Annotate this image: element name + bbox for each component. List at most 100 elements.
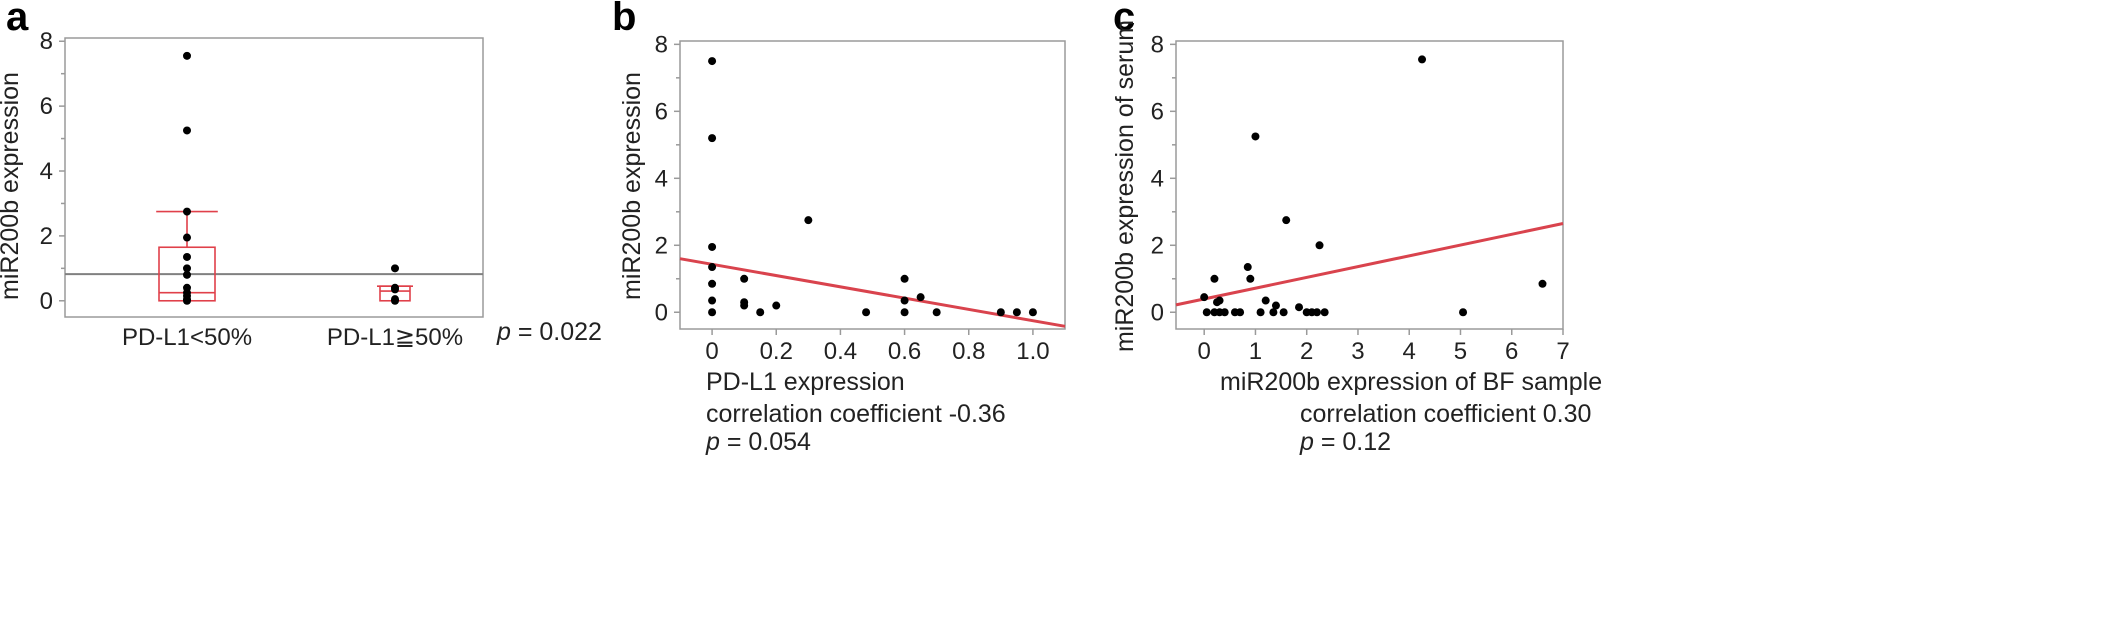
data-point xyxy=(916,293,925,302)
y-tick-label: 2 xyxy=(40,223,53,250)
x-tick-label: PD-L1<50% xyxy=(122,324,252,351)
data-point xyxy=(1210,274,1219,283)
correlation-text-c: correlation coefficient 0.30 xyxy=(1300,400,1591,428)
x-tick-label: 0.4 xyxy=(824,338,857,365)
y-tick-label: 8 xyxy=(1151,31,1164,58)
data-point xyxy=(708,134,717,143)
data-point xyxy=(1279,308,1288,317)
data-point xyxy=(1028,308,1037,317)
y-axis-b: 0 2 4 6 8 xyxy=(655,31,680,326)
data-point xyxy=(391,296,399,305)
p-symbol-c: p xyxy=(1299,428,1314,456)
data-point xyxy=(756,308,765,317)
data-point xyxy=(1243,263,1252,272)
x-tick-label: 0.6 xyxy=(888,338,921,365)
p-value-a: p = 0.022 xyxy=(496,318,602,346)
y-axis-label-b: miR200b expression xyxy=(618,72,646,300)
y-tick-label: 0 xyxy=(1151,299,1164,326)
x-tick-label: 4 xyxy=(1403,338,1416,365)
y-tick-label: 6 xyxy=(40,93,53,120)
data-point xyxy=(1459,308,1468,317)
data-point xyxy=(1202,308,1211,317)
x-tick-label: 0 xyxy=(705,338,718,365)
data-point xyxy=(996,308,1005,317)
x-axis-label-c: miR200b expression of BF sample xyxy=(1220,368,1602,396)
y-tick-label: 4 xyxy=(1151,165,1164,192)
data-point xyxy=(1236,308,1245,317)
y-tick-label: 2 xyxy=(1151,232,1164,259)
x-tick-label: 5 xyxy=(1454,338,1467,365)
x-axis-b: 0 0.2 0.4 0.6 0.8 1.0 xyxy=(705,329,1050,365)
p-value-c: p = 0.12 xyxy=(1299,428,1391,456)
data-point xyxy=(1271,301,1280,310)
regression-line xyxy=(679,257,1066,328)
y-axis-label-c: miR200b expression of serum xyxy=(1111,20,1139,352)
data-point xyxy=(708,279,717,288)
scatter-marks-c xyxy=(1175,55,1564,317)
panel-letter-c: c xyxy=(1113,0,1135,39)
x-tick-label: 2 xyxy=(1300,338,1313,365)
scatter-marks-b xyxy=(679,57,1066,328)
data-point xyxy=(183,270,191,279)
data-point xyxy=(900,274,909,283)
x-tick-label: 7 xyxy=(1556,338,1569,365)
regression-line xyxy=(1175,222,1564,307)
x-tick-label: 1 xyxy=(1249,338,1262,365)
p-value-text-a: = 0.022 xyxy=(511,318,602,346)
data-point xyxy=(1215,296,1224,305)
data-point xyxy=(1012,308,1021,317)
panel-letter-a: a xyxy=(6,0,29,39)
data-point xyxy=(1418,55,1427,64)
data-point xyxy=(1246,274,1255,283)
data-point xyxy=(391,264,399,273)
y-tick-label: 4 xyxy=(655,165,668,192)
x-tick-label: 0.8 xyxy=(952,338,985,365)
data-point xyxy=(708,263,717,272)
data-point xyxy=(708,242,717,251)
x-axis-a: PD-L1<50% PD-L1≧50% xyxy=(122,324,463,351)
data-point xyxy=(708,296,717,305)
x-tick-label: 1.0 xyxy=(1016,338,1049,365)
data-point xyxy=(1312,308,1321,317)
p-value-text-b: = 0.054 xyxy=(720,428,811,456)
data-point xyxy=(900,296,909,305)
y-axis-label-a: miR200b expression xyxy=(0,72,24,300)
x-tick-label: 0.2 xyxy=(760,338,793,365)
panel-c: c 0 2 4 6 8 0 1 2 3 4 5 6 7 miR200b expression of s… xyxy=(1111,0,1602,456)
y-tick-label: 6 xyxy=(655,98,668,125)
data-point xyxy=(1220,308,1229,317)
y-tick-label: 0 xyxy=(655,299,668,326)
data-point xyxy=(708,57,717,66)
box-plot-marks-a xyxy=(65,51,483,305)
panel-a: a 0 2 4 6 8 PD-L1<50% PD-L1≧50% miR200b expre… xyxy=(0,0,602,351)
data-point xyxy=(183,233,191,242)
plot-frame-b xyxy=(679,40,1066,330)
y-axis-c: 0 2 4 6 8 xyxy=(1151,31,1176,326)
y-tick-label: 4 xyxy=(40,158,53,185)
p-value-b: p = 0.054 xyxy=(705,428,811,456)
data-point xyxy=(1251,132,1260,141)
panel-letter-b: b xyxy=(612,0,636,39)
x-tick-label: 6 xyxy=(1505,338,1518,365)
x-tick-label: 0 xyxy=(1198,338,1211,365)
x-axis-label-b: PD-L1 expression xyxy=(706,368,905,396)
correlation-text-b: correlation coefficient -0.36 xyxy=(706,400,1006,428)
data-point xyxy=(740,274,749,283)
data-point xyxy=(1295,303,1304,312)
data-point xyxy=(1538,279,1547,288)
data-point xyxy=(708,308,717,317)
p-symbol-b: p xyxy=(705,428,720,456)
data-point xyxy=(1315,241,1324,250)
x-tick-label: 3 xyxy=(1351,338,1364,365)
data-point xyxy=(740,301,749,310)
data-point xyxy=(804,216,813,225)
y-tick-label: 6 xyxy=(1151,98,1164,125)
y-tick-label: 0 xyxy=(40,288,53,315)
data-point xyxy=(183,126,191,135)
data-point xyxy=(1282,216,1291,225)
plot-frame-a xyxy=(64,37,484,318)
data-point xyxy=(1256,308,1265,317)
data-point xyxy=(862,308,871,317)
p-value-text-c: = 0.12 xyxy=(1314,428,1391,456)
